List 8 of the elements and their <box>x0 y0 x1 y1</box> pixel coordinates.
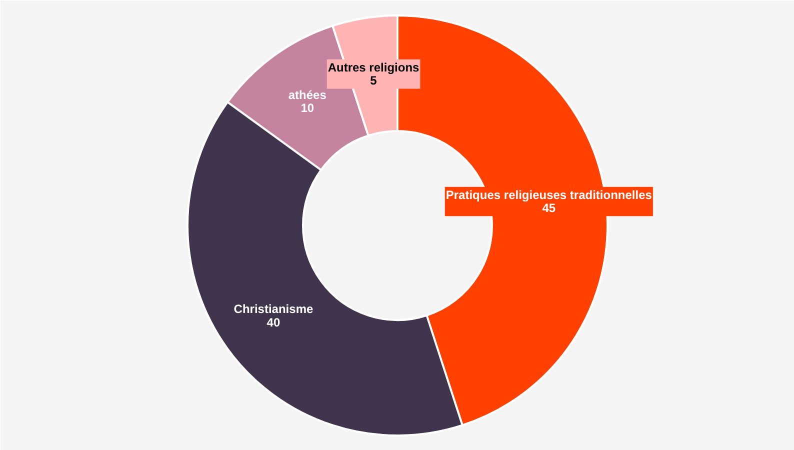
slice-label: athées <box>288 88 327 102</box>
slice-label: Christianisme <box>234 302 314 316</box>
data-label: 45 <box>542 201 556 216</box>
slice-label: Autres religions <box>328 60 420 74</box>
data-label: 40 <box>266 315 280 330</box>
data-label: 10 <box>300 101 314 116</box>
slice-label: Pratiques religieuses traditionnelles <box>446 188 652 202</box>
data-label: 5 <box>370 74 378 88</box>
